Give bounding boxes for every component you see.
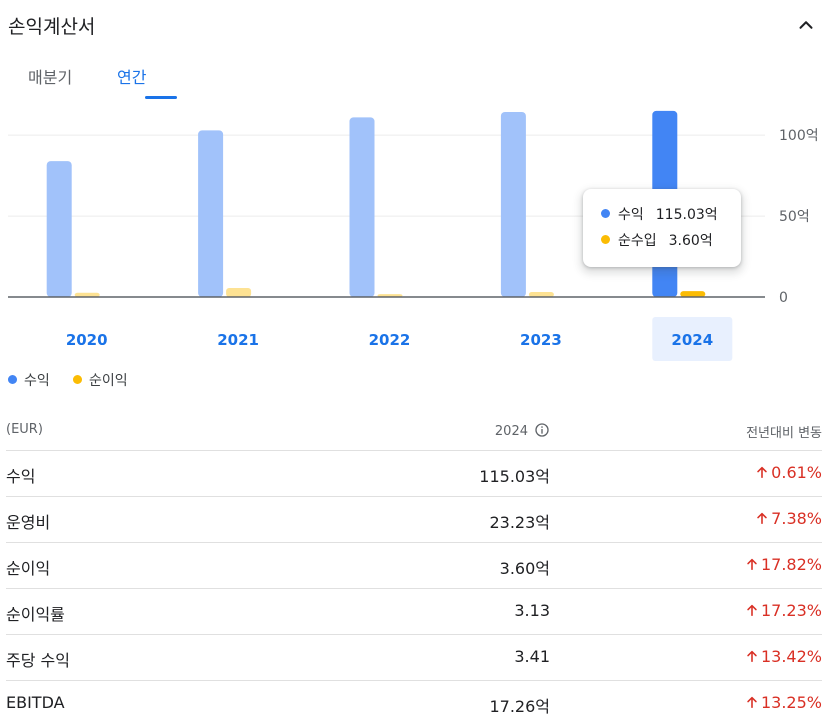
row-value: 3.41 [514, 647, 550, 666]
table-row: 순이익 3.60억 17.82% [6, 543, 822, 589]
row-change-value: 0.61% [771, 463, 822, 482]
row-change: 13.25% [745, 693, 822, 712]
x-tick-label-2022[interactable]: 2022 [369, 331, 411, 349]
tooltip-net-income-label: 순수입 [618, 233, 657, 249]
row-change: 0.61% [755, 463, 822, 482]
tooltip-net-income-value: 3.60억 [668, 233, 713, 249]
income-bar-chart: 0 50억 100억 2020 2021 2022 2023 2024 [8, 110, 819, 361]
tooltip-row-revenue: 수익 115.03억 [601, 204, 718, 224]
row-change-value: 7.38% [771, 509, 822, 528]
legend-net-income-dot [73, 375, 82, 384]
year-header-label: 2024 [494, 424, 528, 439]
bar-revenue-2023 [500, 111, 526, 298]
table-row: 순이익률 3.13 17.23% [6, 589, 822, 635]
row-change-value: 17.23% [760, 601, 822, 620]
row-value: 3.60억 [499, 559, 550, 578]
row-label: 순이익 [6, 559, 51, 578]
legend-item-net-income: 순이익 [73, 370, 128, 390]
bar-net-income-2021 [226, 287, 252, 297]
change-header: 전년대비 변동 [746, 426, 822, 441]
tooltip-row-net-income: 순수입 3.60억 [601, 230, 713, 250]
section-header: 손익계산서 [8, 8, 821, 42]
row-label: 주당 수익 [6, 651, 70, 670]
bar-revenue-2022 [349, 117, 375, 297]
x-tick-label-2024[interactable]: 2024 [671, 331, 713, 349]
row-change: 7.38% [755, 509, 822, 528]
table-row: 운영비 23.23억 7.38% [6, 497, 822, 543]
legend-revenue-dot [8, 375, 17, 384]
row-change: 17.23% [745, 601, 822, 620]
x-tick-label-2020[interactable]: 2020 [66, 331, 108, 349]
bar-net-income-2023 [528, 292, 554, 297]
chevron-up-icon[interactable] [795, 14, 817, 36]
y-tick-label: 100억 [779, 128, 819, 144]
y-tick-label: 0 [779, 290, 788, 306]
tab-quarterly[interactable]: 매분기 [28, 68, 73, 87]
bar-revenue-2020 [46, 161, 72, 297]
row-label: 수익 [6, 467, 36, 486]
legend-net-income-label: 순이익 [89, 373, 128, 389]
row-value: 17.26억 [489, 697, 550, 716]
year-header: 2024 [495, 422, 550, 439]
table-header: (EUR) 2024 전년대비 변동 [6, 414, 822, 451]
row-change-value: 17.82% [760, 555, 822, 574]
bar-revenue-2021 [198, 130, 224, 297]
row-value: 3.13 [514, 601, 550, 620]
arrow-up-icon [747, 696, 757, 709]
bar-net-income-2024 [680, 291, 706, 297]
arrow-up-icon [747, 558, 757, 571]
chart-tooltip: 수익 115.03억 순수입 3.60억 [583, 189, 741, 267]
income-table: (EUR) 2024 전년대비 변동 수익 115.03억 0.61% 운영비 … [6, 414, 822, 726]
legend-revenue-label: 수익 [24, 373, 50, 389]
arrow-up-icon [747, 650, 757, 663]
active-tab-indicator [145, 96, 177, 99]
row-value: 23.23억 [489, 513, 550, 532]
tooltip-net-income-dot [601, 235, 610, 244]
table-row: 수익 115.03억 0.61% [6, 451, 822, 497]
tab-annual[interactable]: 연간 [117, 68, 147, 87]
x-tick-label-2023[interactable]: 2023 [520, 331, 562, 349]
arrow-up-icon [747, 604, 757, 617]
legend-item-revenue: 수익 [8, 370, 50, 390]
bar-net-income-2020 [74, 292, 100, 297]
tooltip-revenue-dot [601, 209, 610, 218]
row-change-value: 13.42% [760, 647, 822, 666]
row-label: 운영비 [6, 513, 51, 532]
arrow-up-icon [757, 466, 767, 479]
row-value: 115.03억 [479, 467, 550, 486]
arrow-up-icon [757, 512, 767, 525]
selected-year-highlight [652, 317, 733, 361]
row-change: 17.82% [745, 555, 822, 574]
row-change: 13.42% [745, 647, 822, 666]
tooltip-revenue-label: 수익 [618, 207, 644, 223]
y-tick-label: 50억 [779, 209, 810, 225]
table-row: EBITDA 17.26억 13.25% [6, 681, 822, 726]
row-label: EBITDA [6, 693, 65, 712]
currency-label: (EUR) [6, 422, 43, 437]
x-tick-label-2021[interactable]: 2021 [217, 331, 259, 349]
tooltip-revenue-value: 115.03억 [655, 207, 718, 223]
row-change-value: 13.25% [760, 693, 822, 712]
table-row: 주당 수익 3.41 13.42% [6, 635, 822, 681]
section-title: 손익계산서 [8, 16, 96, 38]
info-icon[interactable] [534, 422, 550, 438]
row-label: 순이익률 [6, 605, 65, 624]
